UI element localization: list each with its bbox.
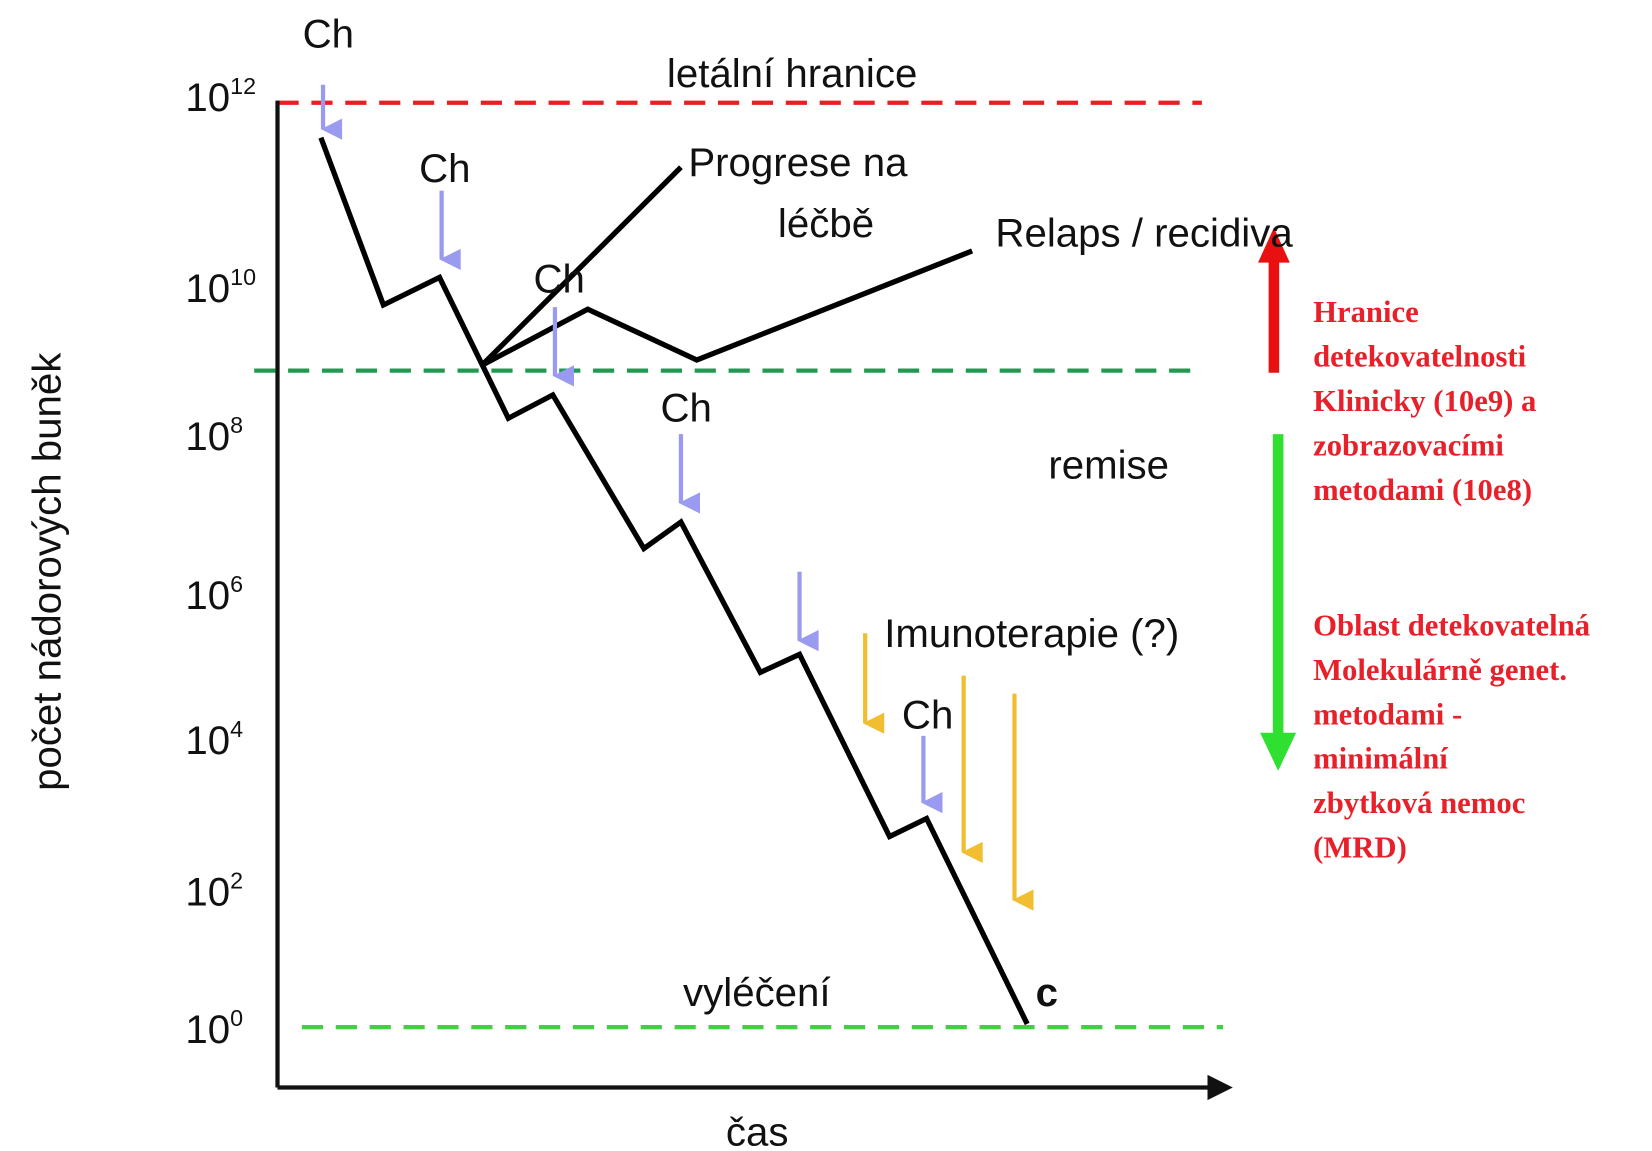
progression-label: Progrese na	[688, 140, 908, 185]
detection-note: Klinicky (10e9) a	[1313, 384, 1536, 418]
y-tick-label: 102	[185, 867, 243, 914]
tick-base: 10	[185, 414, 230, 459]
y-tick-label: 1012	[185, 73, 256, 120]
tick-base: 10	[185, 869, 230, 914]
mrd-note: Molekulárně genet.	[1313, 653, 1567, 687]
treatment-curve	[318, 136, 1030, 1026]
tick-exp: 4	[230, 716, 243, 742]
tick-exp: 2	[230, 867, 243, 893]
relapse-label: Relaps / recidiva	[995, 211, 1293, 256]
detection-note: detekovatelnosti	[1313, 339, 1527, 373]
tick-exp: 12	[230, 73, 256, 99]
tick-base: 10	[185, 266, 230, 311]
chemo-label: Ch	[902, 693, 953, 738]
end-label: c	[1036, 970, 1058, 1015]
cure-label: vyléčení	[683, 970, 831, 1015]
green-arrow-head	[1260, 732, 1297, 771]
axes	[275, 100, 1233, 1101]
mrd-note: minimální	[1313, 742, 1448, 776]
red-arrow-head	[1258, 227, 1290, 263]
chemo-label: Ch	[533, 256, 584, 301]
detection-note: metodami (10e8)	[1313, 473, 1532, 507]
tick-base: 10	[185, 573, 230, 618]
tick-exp: 6	[230, 571, 243, 597]
mrd-note: metodami -	[1313, 697, 1462, 731]
tick-exp: 10	[230, 264, 256, 290]
tick-base: 10	[185, 75, 230, 120]
mrd-note: Oblast detekovatelná	[1313, 608, 1590, 642]
progression-label: léčbě	[778, 201, 874, 246]
y-tick-label: 100	[185, 1005, 243, 1052]
relapse-curve	[480, 248, 974, 368]
tick-exp: 0	[230, 1005, 243, 1031]
chemo-label: Ch	[419, 146, 470, 191]
mrd-note: (MRD)	[1313, 831, 1407, 865]
chemo-label: Ch	[661, 385, 712, 430]
dashed-lines	[254, 100, 1224, 1030]
range-arrows	[1258, 227, 1297, 771]
y-tick-label: 106	[185, 571, 243, 618]
chemo-label: Ch	[303, 12, 354, 57]
curves	[318, 136, 1030, 1026]
y-axis-label: počet nádorových buněk	[24, 352, 69, 791]
lethal-label: letální hranice	[667, 51, 917, 96]
labels: letální hranice Progrese na léčbě Relaps…	[24, 12, 1590, 1151]
y-tick-label: 108	[185, 412, 243, 459]
detection-note: zobrazovacími	[1313, 428, 1504, 462]
mrd-note: zbytková nemoc	[1313, 786, 1525, 820]
detection-note: Hranice	[1313, 295, 1419, 329]
immunotherapy-label: Imunoterapie (?)	[884, 611, 1179, 656]
x-axis-label: čas	[726, 1110, 789, 1151]
chemo-arrows	[320, 84, 943, 814]
tick-base: 10	[185, 1007, 230, 1052]
immuno-arrows	[863, 633, 1034, 911]
tick-exp: 8	[230, 412, 243, 438]
tick-base: 10	[185, 718, 230, 763]
progression-curve	[479, 165, 683, 368]
y-tick-label: 104	[185, 716, 243, 763]
remission-label: remise	[1048, 443, 1169, 488]
y-tick-label: 1010	[185, 264, 256, 311]
